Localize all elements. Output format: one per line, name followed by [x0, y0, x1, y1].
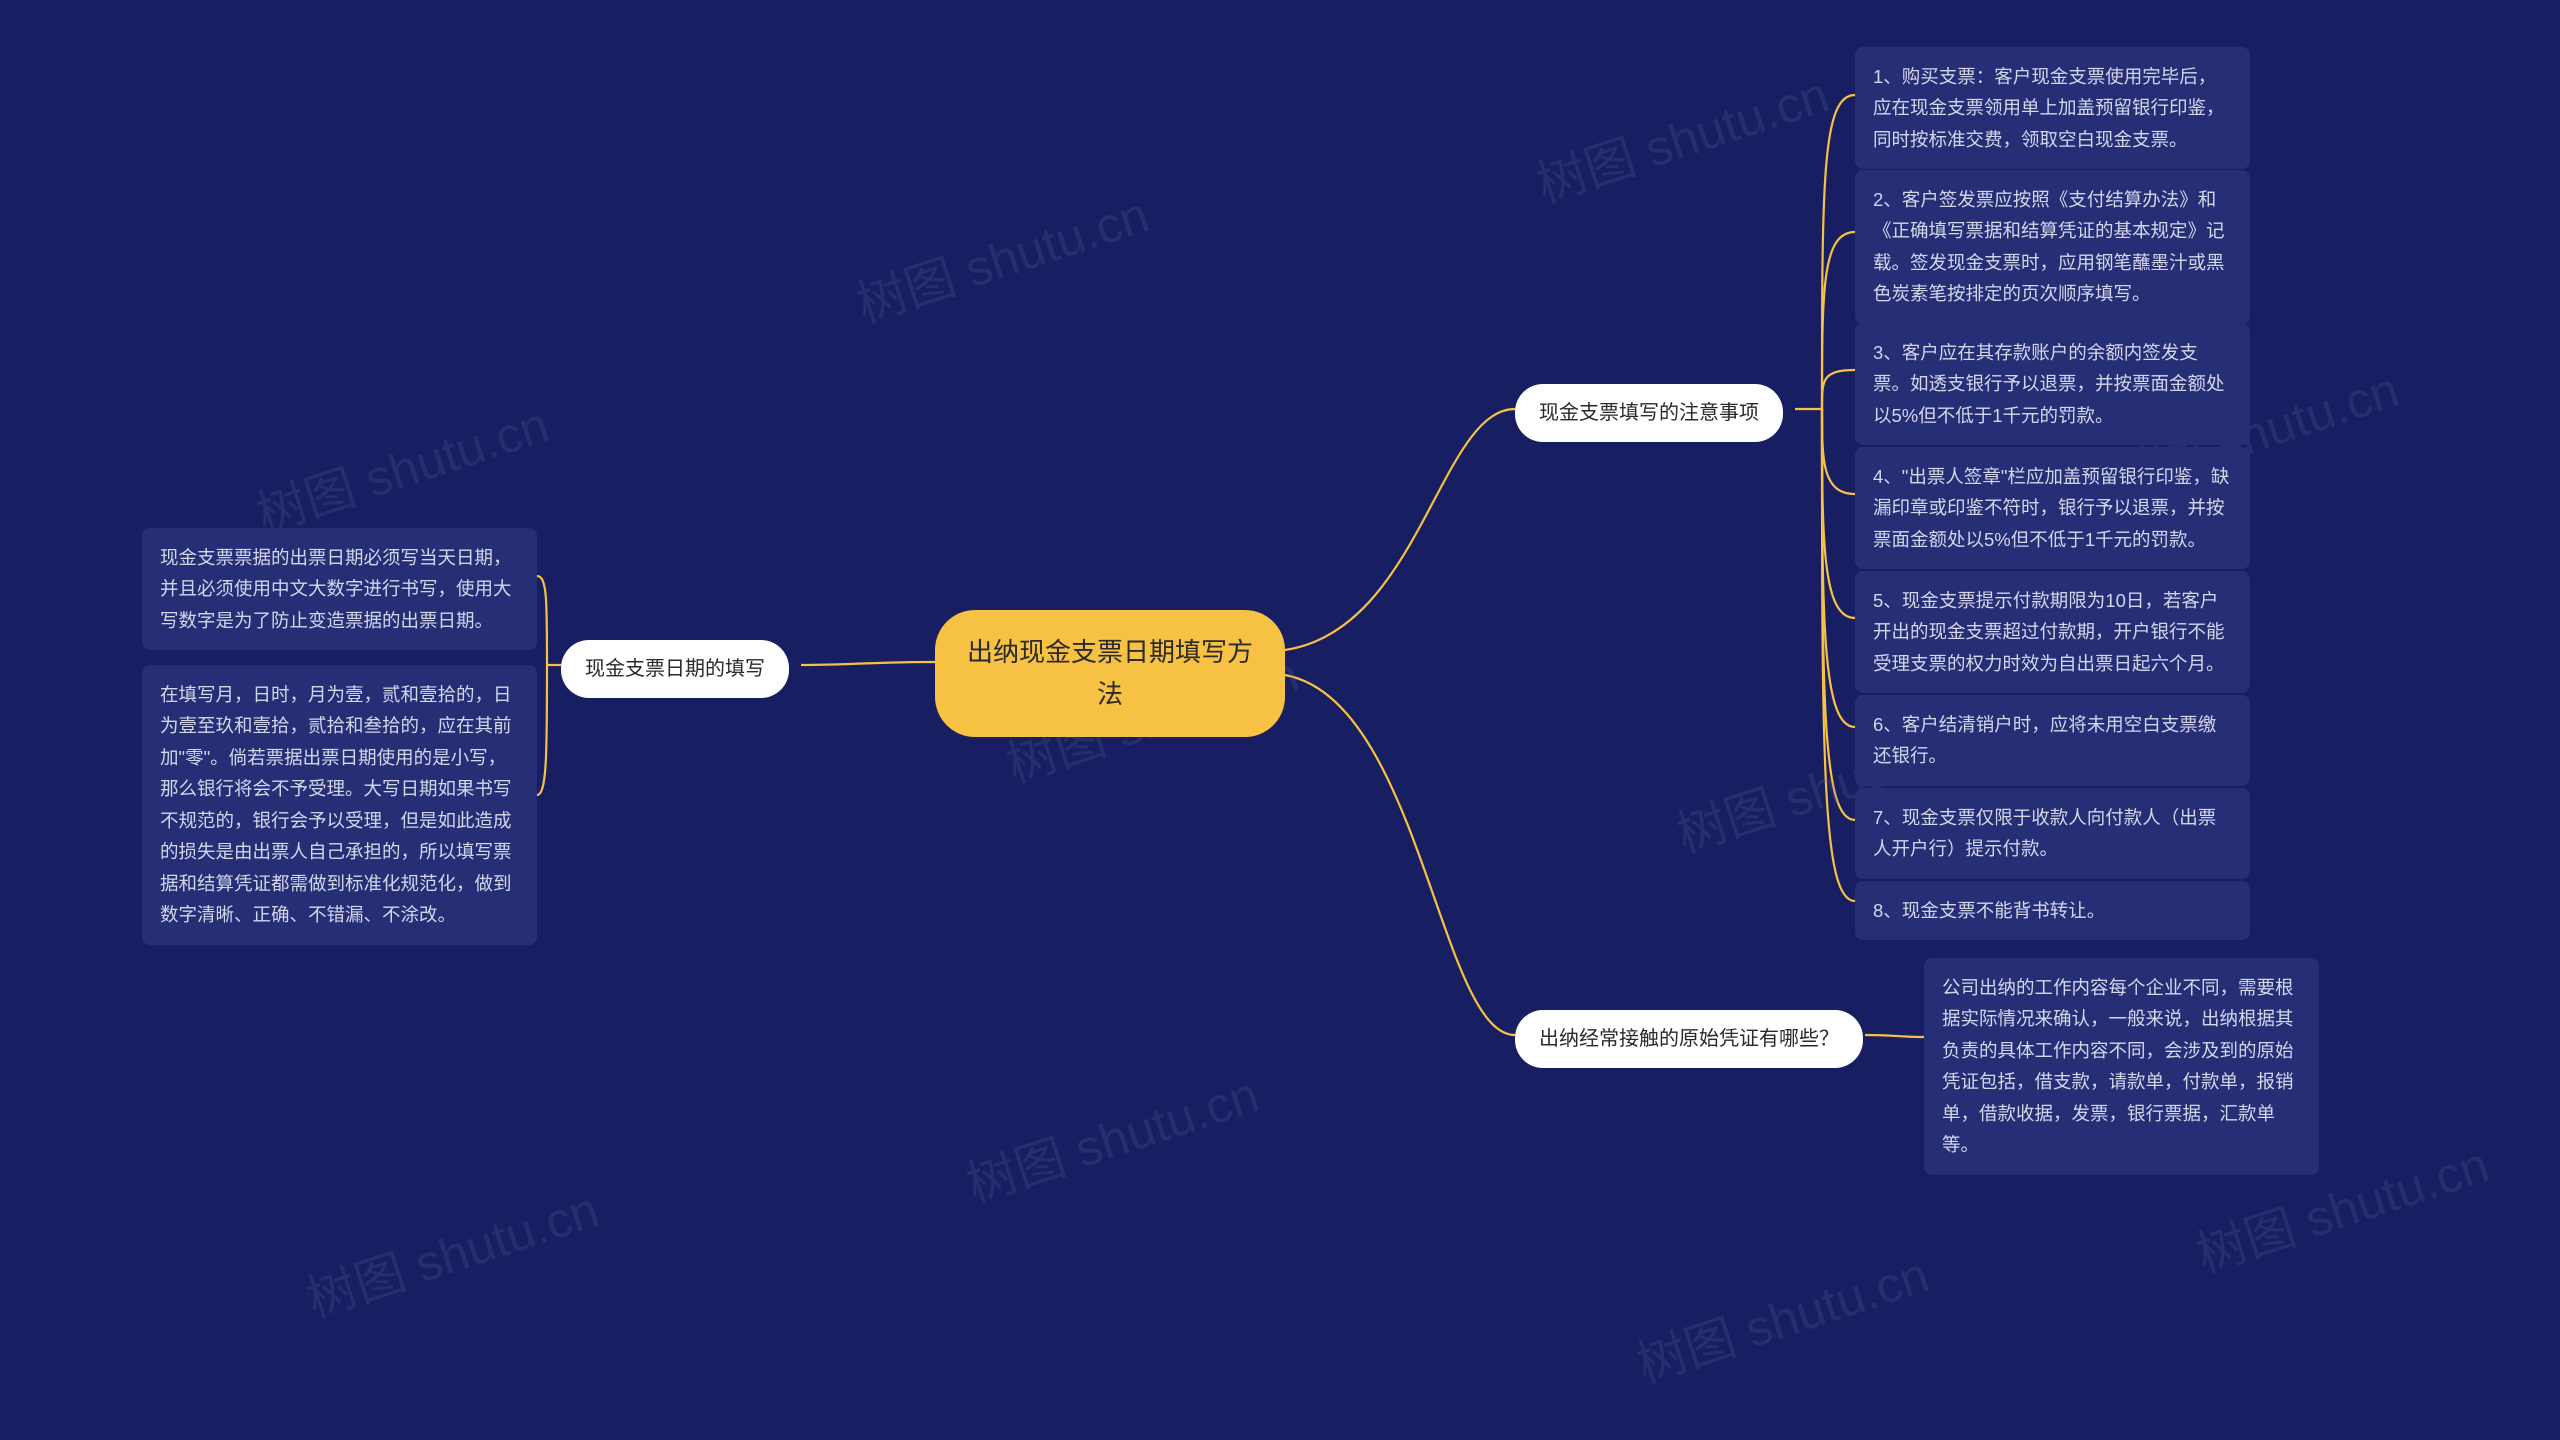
leaf-text: 6、客户结清销户时，应将未用空白支票缴还银行。	[1873, 714, 2216, 766]
leaf-notes-5[interactable]: 6、客户结清销户时，应将未用空白支票缴还银行。	[1855, 695, 2250, 786]
branch-right-notes-label: 现金支票填写的注意事项	[1539, 402, 1759, 424]
leaf-text: 在填写月，日时，月为壹，贰和壹拾的，日为壹至玖和壹拾，贰拾和叁拾的，应在其前加"…	[160, 684, 512, 925]
branch-right-notes[interactable]: 现金支票填写的注意事项	[1515, 384, 1783, 442]
branch-left-label: 现金支票日期的填写	[585, 658, 765, 680]
leaf-left-1[interactable]: 在填写月，日时，月为壹，贰和壹拾的，日为壹至玖和壹拾，贰拾和叁拾的，应在其前加"…	[142, 665, 537, 945]
center-topic[interactable]: 出纳现金支票日期填写方法	[935, 610, 1285, 737]
leaf-text: 公司出纳的工作内容每个企业不同，需要根据实际情况来确认，一般来说，出纳根据其负责…	[1942, 977, 2294, 1155]
watermark: 树图 shutu.cn	[246, 385, 556, 547]
leaf-text: 现金支票票据的出票日期必须写当天日期，并且必须使用中文大数字进行书写，使用大写数…	[160, 547, 512, 631]
leaf-text: 4、"出票人签章"栏应加盖预留银行印鉴，缺漏印章或印鉴不符时，银行予以退票，并按…	[1873, 466, 2229, 550]
leaf-docs-0[interactable]: 公司出纳的工作内容每个企业不同，需要根据实际情况来确认，一般来说，出纳根据其负责…	[1924, 958, 2319, 1175]
watermark: 树图 shutu.cn	[1626, 1235, 1936, 1397]
leaf-text: 3、客户应在其存款账户的余额内签发支票。如透支银行予以退票，并按票面金额处以5%…	[1873, 342, 2225, 426]
leaf-left-0[interactable]: 现金支票票据的出票日期必须写当天日期，并且必须使用中文大数字进行书写，使用大写数…	[142, 528, 537, 650]
center-topic-label: 出纳现金支票日期填写方法	[967, 637, 1253, 709]
leaf-notes-7[interactable]: 8、现金支票不能背书转让。	[1855, 881, 2250, 940]
leaf-notes-4[interactable]: 5、现金支票提示付款期限为10日，若客户开出的现金支票超过付款期，开户银行不能受…	[1855, 571, 2250, 693]
branch-left[interactable]: 现金支票日期的填写	[561, 640, 789, 698]
watermark: 树图 shutu.cn	[1526, 55, 1836, 217]
leaf-notes-2[interactable]: 3、客户应在其存款账户的余额内签发支票。如透支银行予以退票，并按票面金额处以5%…	[1855, 323, 2250, 445]
leaf-notes-1[interactable]: 2、客户签发票应按照《支付结算办法》和《正确填写票据和结算凭证的基本规定》记载。…	[1855, 170, 2250, 324]
watermark: 树图 shutu.cn	[296, 1170, 606, 1332]
watermark: 树图 shutu.cn	[956, 1055, 1266, 1217]
branch-right-docs[interactable]: 出纳经常接触的原始凭证有哪些？	[1515, 1010, 1863, 1068]
watermark: 树图 shutu.cn	[846, 175, 1156, 337]
leaf-notes-0[interactable]: 1、购买支票：客户现金支票使用完毕后，应在现金支票领用单上加盖预留银行印鉴，同时…	[1855, 47, 2250, 169]
leaf-notes-3[interactable]: 4、"出票人签章"栏应加盖预留银行印鉴，缺漏印章或印鉴不符时，银行予以退票，并按…	[1855, 447, 2250, 569]
leaf-text: 7、现金支票仅限于收款人向付款人（出票人开户行）提示付款。	[1873, 807, 2216, 859]
leaf-text: 1、购买支票：客户现金支票使用完毕后，应在现金支票领用单上加盖预留银行印鉴，同时…	[1873, 66, 2225, 150]
leaf-text: 2、客户签发票应按照《支付结算办法》和《正确填写票据和结算凭证的基本规定》记载。…	[1873, 189, 2225, 304]
branch-right-docs-label: 出纳经常接触的原始凭证有哪些？	[1539, 1028, 1839, 1050]
leaf-notes-6[interactable]: 7、现金支票仅限于收款人向付款人（出票人开户行）提示付款。	[1855, 788, 2250, 879]
leaf-text: 8、现金支票不能背书转让。	[1873, 900, 2105, 921]
leaf-text: 5、现金支票提示付款期限为10日，若客户开出的现金支票超过付款期，开户银行不能受…	[1873, 590, 2225, 674]
